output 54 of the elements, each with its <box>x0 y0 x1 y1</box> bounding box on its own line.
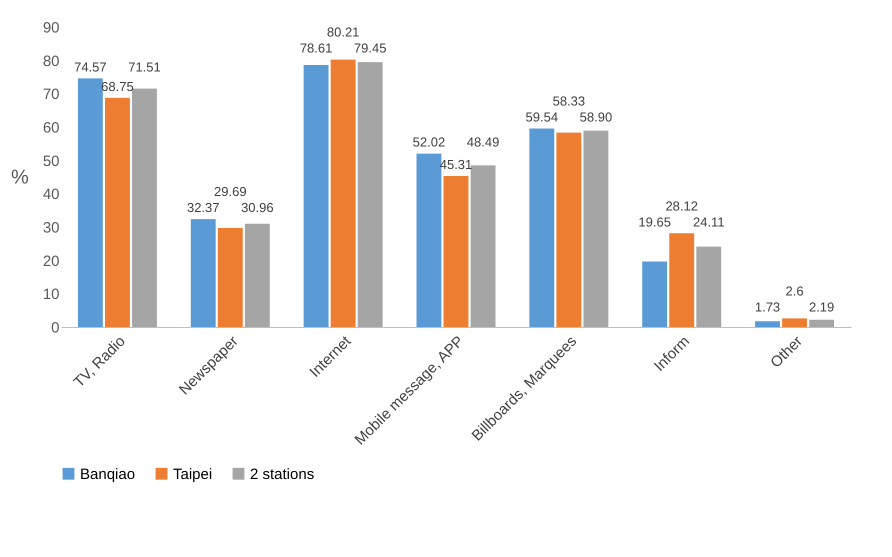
y-tick-label: 30 <box>42 220 60 236</box>
bar <box>330 60 356 327</box>
y-axis-title: % <box>11 166 30 188</box>
data-label: 48.49 <box>466 134 500 150</box>
legend-label: 2 stations <box>250 466 314 483</box>
y-tick-label: 60 <box>42 120 60 136</box>
bar <box>304 64 329 327</box>
bar <box>696 246 722 327</box>
data-label: 30.96 <box>241 200 274 216</box>
data-label: 52.02 <box>412 134 446 150</box>
bar <box>218 228 243 327</box>
bar <box>104 98 130 327</box>
data-label: 80.21 <box>326 24 360 40</box>
bar <box>444 176 468 327</box>
y-tick-label: 90 <box>42 20 60 36</box>
data-label: 58.33 <box>552 94 586 109</box>
data-label: 24.11 <box>692 214 725 230</box>
y-tick-label: 80 <box>42 52 60 70</box>
bar <box>529 128 554 327</box>
bar <box>416 154 442 327</box>
bar <box>78 78 103 327</box>
data-label: 19.65 <box>638 214 671 230</box>
y-tick-label: 40 <box>42 186 60 204</box>
legend-label: Banqiao <box>80 466 136 483</box>
data-label: 2.19 <box>808 299 834 314</box>
bar <box>583 130 608 327</box>
legend-label: Taipei <box>173 466 212 483</box>
data-label: 79.45 <box>354 40 386 56</box>
bar <box>190 219 216 327</box>
data-label: 59.54 <box>526 110 558 125</box>
data-label: 29.69 <box>214 184 247 200</box>
y-tick-label: 50 <box>42 152 60 170</box>
bar <box>755 321 780 327</box>
y-tick-label: 10 <box>42 286 60 304</box>
bar <box>782 318 808 327</box>
data-label: 58.90 <box>580 110 612 125</box>
bar <box>470 165 496 327</box>
data-label: 32.37 <box>186 200 220 216</box>
data-label: 1.73 <box>754 299 780 314</box>
data-label: 78.61 <box>300 40 332 56</box>
y-tick-label: 0 <box>51 320 60 336</box>
bar <box>556 132 582 327</box>
y-tick-label: 20 <box>42 252 60 270</box>
bar <box>132 88 157 327</box>
bar <box>642 262 668 327</box>
bar <box>358 62 383 327</box>
y-tick-label: 70 <box>42 86 60 104</box>
data-label: 28.12 <box>665 198 698 214</box>
data-label: 74.57 <box>74 59 107 74</box>
data-label: 2.6 <box>786 283 804 298</box>
data-label: 71.51 <box>128 59 161 74</box>
bar <box>809 320 834 327</box>
bar <box>669 233 694 327</box>
bar <box>244 224 270 327</box>
